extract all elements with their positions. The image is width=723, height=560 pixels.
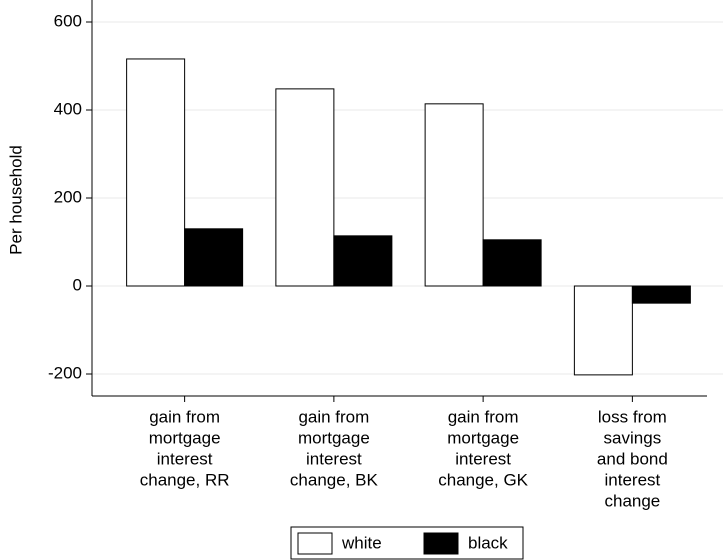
x-tick-label: mortgage — [149, 428, 221, 447]
x-tick-label: gain from — [298, 407, 369, 426]
y-tick-label: 200 — [54, 187, 82, 206]
bar — [333, 235, 393, 287]
legend-label: white — [341, 533, 382, 552]
legend-label: black — [468, 533, 508, 552]
y-tick-label: 400 — [54, 99, 82, 118]
x-tick-label: change, RR — [140, 470, 230, 489]
bar — [424, 103, 484, 287]
x-tick-label: savings — [604, 428, 662, 447]
x-tick-label: gain from — [448, 407, 519, 426]
bar — [275, 88, 335, 287]
x-tick-label: mortgage — [298, 428, 370, 447]
bar — [184, 228, 244, 287]
x-tick-label: gain from — [149, 407, 220, 426]
x-tick-label: interest — [605, 470, 661, 489]
bar — [631, 285, 691, 304]
bar — [126, 58, 186, 287]
bar — [482, 239, 542, 287]
y-tick-label: 600 — [54, 11, 82, 30]
x-tick-label: loss from — [598, 407, 667, 426]
bar — [573, 285, 633, 376]
y-tick-label: -200 — [48, 363, 82, 382]
x-tick-label: interest — [157, 449, 213, 468]
x-tick-label: change, GK — [438, 470, 528, 489]
x-tick-label: mortgage — [447, 428, 519, 447]
x-tick-label: interest — [306, 449, 362, 468]
y-axis-label: Per household — [6, 145, 25, 255]
x-tick-label: and bond — [597, 449, 668, 468]
x-tick-label: interest — [455, 449, 511, 468]
y-tick-label: 0 — [73, 275, 82, 294]
legend-swatch — [423, 532, 459, 555]
x-tick-label: change — [604, 491, 660, 510]
legend-swatch — [297, 532, 333, 555]
x-tick-label: change, BK — [290, 470, 379, 489]
